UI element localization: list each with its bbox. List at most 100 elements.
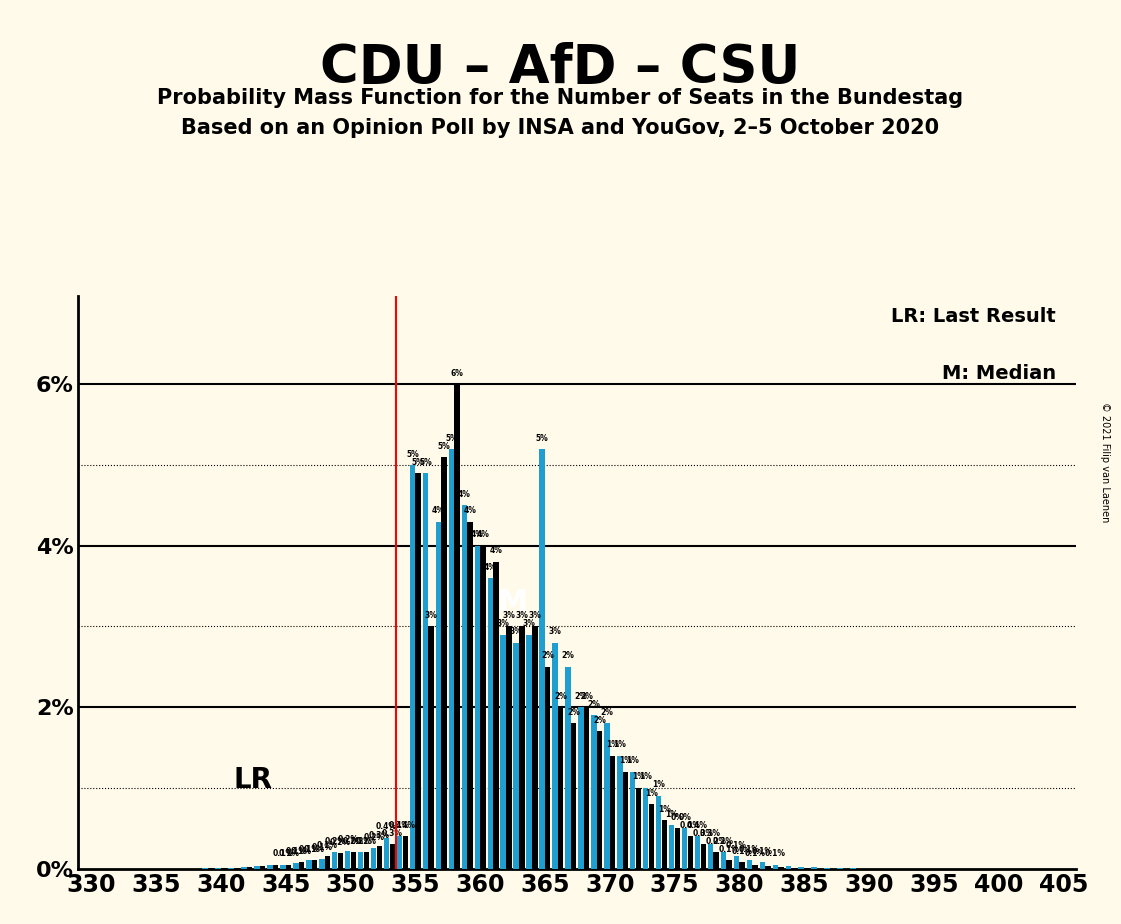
Text: 4%: 4%: [464, 506, 476, 516]
Text: 0.2%: 0.2%: [713, 837, 734, 846]
Text: 1%: 1%: [613, 740, 627, 749]
Text: 0.1%: 0.1%: [744, 849, 766, 858]
Bar: [319, 859, 324, 869]
Bar: [325, 857, 331, 869]
Bar: [623, 772, 628, 869]
Text: 1%: 1%: [627, 756, 639, 765]
Bar: [428, 626, 434, 869]
Text: 0.1%: 0.1%: [286, 847, 306, 857]
Bar: [410, 465, 415, 869]
Bar: [707, 845, 713, 869]
Bar: [254, 866, 260, 869]
Bar: [241, 867, 247, 869]
Text: 3%: 3%: [502, 611, 516, 620]
Text: 0.1%: 0.1%: [739, 845, 760, 854]
Bar: [332, 853, 337, 869]
Bar: [812, 867, 817, 869]
Text: 0.2%: 0.2%: [363, 833, 385, 842]
Bar: [687, 836, 693, 869]
Bar: [294, 863, 298, 869]
Bar: [565, 667, 571, 869]
Text: 2%: 2%: [593, 716, 606, 725]
Bar: [610, 756, 615, 869]
Text: 1%: 1%: [639, 772, 652, 782]
Text: 0.2%: 0.2%: [350, 837, 371, 846]
Text: 0%: 0%: [670, 813, 684, 821]
Text: 0.2%: 0.2%: [330, 838, 351, 846]
Text: 0.1%: 0.1%: [765, 849, 786, 858]
Bar: [351, 853, 356, 869]
Bar: [701, 845, 706, 869]
Text: 2%: 2%: [587, 699, 601, 709]
Bar: [448, 449, 454, 869]
Text: LR: Last Result: LR: Last Result: [891, 307, 1056, 326]
Bar: [345, 851, 351, 869]
Text: 3%: 3%: [510, 627, 522, 637]
Bar: [493, 562, 499, 869]
Text: M: M: [498, 588, 528, 617]
Text: 0.4%: 0.4%: [679, 821, 701, 830]
Text: 3%: 3%: [516, 611, 528, 620]
Text: 6%: 6%: [451, 369, 463, 378]
Text: 0.4%: 0.4%: [395, 821, 416, 830]
Text: 0.1%: 0.1%: [312, 844, 332, 853]
Bar: [286, 865, 291, 869]
Text: 2%: 2%: [581, 692, 593, 700]
Text: 0.2%: 0.2%: [343, 837, 364, 846]
Text: 0.1%: 0.1%: [752, 846, 772, 856]
Bar: [553, 642, 558, 869]
Bar: [337, 853, 343, 869]
Text: 2%: 2%: [567, 708, 581, 717]
Bar: [675, 828, 680, 869]
Bar: [604, 723, 610, 869]
Bar: [656, 796, 661, 869]
Text: 5%: 5%: [419, 457, 432, 467]
Text: 2%: 2%: [601, 708, 613, 717]
Bar: [488, 578, 493, 869]
Text: 1%: 1%: [652, 781, 665, 789]
Bar: [377, 846, 382, 869]
Bar: [423, 473, 428, 869]
Text: 0.2%: 0.2%: [337, 835, 359, 845]
Bar: [760, 862, 765, 869]
Text: 2%: 2%: [562, 651, 574, 661]
Text: 0.4%: 0.4%: [389, 821, 410, 830]
Bar: [467, 522, 473, 869]
Bar: [584, 707, 590, 869]
Text: 3%: 3%: [548, 627, 562, 637]
Text: 0.1%: 0.1%: [732, 846, 752, 856]
Bar: [571, 723, 576, 869]
Text: 1%: 1%: [606, 740, 619, 749]
Text: 0.3%: 0.3%: [382, 829, 402, 838]
Text: 0.3%: 0.3%: [693, 829, 714, 838]
Bar: [390, 845, 395, 869]
Bar: [402, 836, 408, 869]
Bar: [695, 836, 701, 869]
Bar: [747, 860, 752, 869]
Bar: [436, 522, 442, 869]
Text: 1%: 1%: [619, 756, 632, 765]
Bar: [558, 707, 564, 869]
Bar: [721, 853, 726, 869]
Text: 0.1%: 0.1%: [298, 845, 319, 854]
Text: 0.2%: 0.2%: [706, 837, 726, 846]
Bar: [416, 473, 420, 869]
Bar: [358, 853, 363, 869]
Bar: [500, 635, 506, 869]
Bar: [383, 838, 389, 869]
Bar: [363, 853, 369, 869]
Bar: [312, 860, 317, 869]
Bar: [280, 865, 286, 869]
Bar: [454, 384, 460, 869]
Bar: [661, 821, 667, 869]
Text: 1%: 1%: [632, 772, 645, 782]
Text: 0.3%: 0.3%: [700, 829, 721, 838]
Bar: [643, 788, 648, 869]
Bar: [630, 772, 636, 869]
Text: 0.1%: 0.1%: [272, 849, 294, 858]
Bar: [772, 865, 778, 869]
Text: 3%: 3%: [425, 611, 437, 620]
Text: 0.2%: 0.2%: [324, 837, 345, 846]
Text: 0.4%: 0.4%: [376, 822, 397, 832]
Bar: [306, 860, 312, 869]
